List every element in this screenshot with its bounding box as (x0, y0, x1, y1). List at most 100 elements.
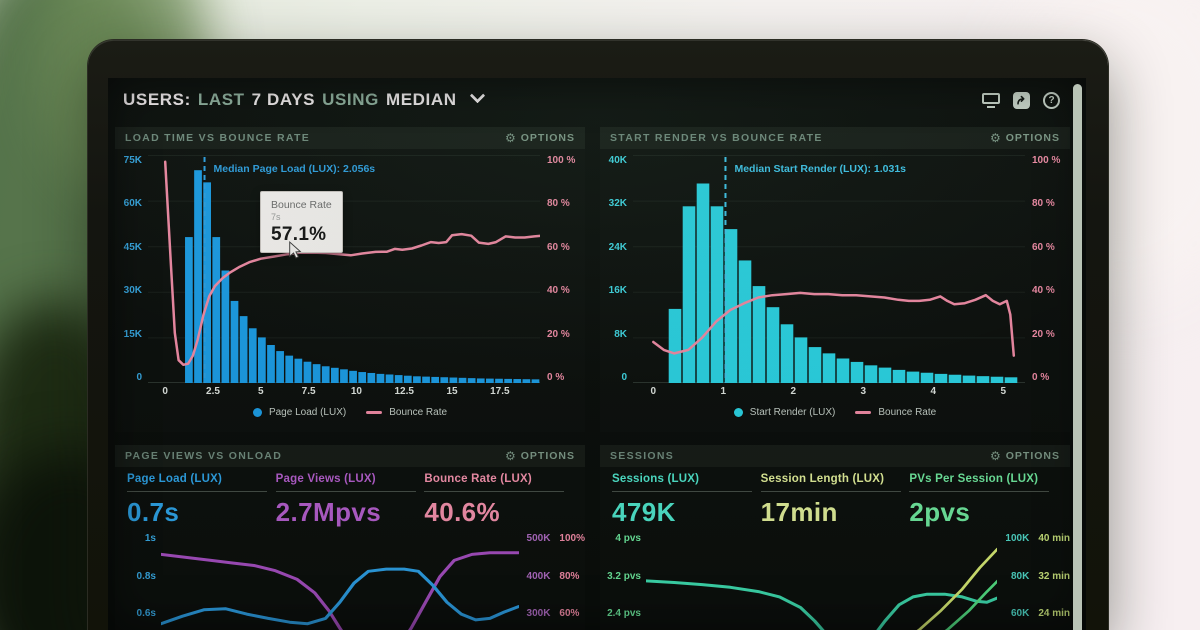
axis-label: 100% (559, 533, 585, 544)
axis-label: 100 % (547, 155, 576, 166)
load-time-plot[interactable]: Median Page Load (LUX): 2.056s Bounce Ra… (148, 155, 549, 383)
axis-label: 0.6s (136, 608, 156, 619)
share-icon[interactable] (1013, 91, 1030, 109)
x-tick-label: 3 (860, 386, 867, 397)
options-button[interactable]: ⚙ OPTIONS (989, 449, 1060, 463)
panel-header: START RENDER VS BOUNCE RATE ⚙ OPTIONS (600, 127, 1070, 149)
x-tick-label: 5 (1000, 386, 1007, 397)
tooltip: Bounce Rate 7s 57.1% (260, 191, 343, 253)
y-axis-right: 500K 400K 300K 100% 80% 60% (519, 533, 585, 630)
svg-text:Median Start Render (LUX): 1.0: Median Start Render (LUX): 1.031s (734, 163, 906, 175)
title-using: USING (322, 90, 379, 109)
svg-text:Median Page Load (LUX): 2.056s: Median Page Load (LUX): 2.056s (214, 163, 376, 175)
axis-label: 80 % (547, 198, 570, 210)
options-button[interactable]: ⚙ OPTIONS (504, 131, 575, 145)
axis-label: 40 min (1038, 533, 1070, 544)
x-tick-label: 0 (650, 386, 657, 397)
x-tick-label: 2.5 (206, 386, 220, 397)
pageviews-onload-chart[interactable] (161, 533, 519, 630)
axis-label: 60 % (1032, 241, 1055, 253)
scrollbar[interactable] (1073, 84, 1082, 630)
metric-pvs-per-session: PVs Per Session (LUX) 2pvs (909, 473, 1054, 528)
axis-label: 60K (1010, 608, 1030, 619)
legend-item-page-load[interactable]: Page Load (LUX) (252, 407, 346, 418)
x-tick-label: 1 (720, 386, 727, 397)
axis-label: 30K (123, 285, 142, 297)
x-tick-label: 2 (790, 386, 797, 397)
laptop: USERS: LAST 7 DAYS USING MEDIAN (88, 40, 1108, 630)
chevron-down-icon[interactable] (469, 87, 485, 103)
axis-label: 400K (526, 570, 551, 582)
y-axis-right: 100K 80K 60K 40 min 32 min 24 min (997, 533, 1070, 630)
options-button[interactable]: ⚙ OPTIONS (504, 449, 575, 463)
tooltip-time: 7s (271, 212, 281, 222)
panel-page-views-vs-onload: PAGE VIEWS VS ONLOAD ⚙ OPTIONS Page Load… (115, 445, 585, 630)
x-tick-label: 10 (350, 386, 362, 397)
axis-label: 0 (136, 371, 142, 383)
legend-dot (252, 407, 262, 417)
axis-label: 32 min (1038, 570, 1070, 582)
axis-label: 300K (526, 608, 551, 619)
legend: Page Load (LUX) Bounce Rate (115, 400, 585, 424)
header-icons: ? (982, 91, 1060, 109)
axis-label: 2.4 pvs (607, 608, 641, 619)
axis-label: 40 % (547, 285, 570, 297)
panel-sessions: SESSIONS ⚙ OPTIONS Sessions (LUX) 479K (600, 445, 1070, 630)
metric-page-views: Page Views (LUX) 2.7Mpvs (275, 473, 421, 528)
load-time-chart[interactable]: Median Page Load (LUX): 2.056s (148, 155, 549, 383)
gear-icon: ⚙ (989, 449, 1001, 463)
chart-area: 40K 32K 24K 16K 8K 0 Median Start Render (LUX… (600, 149, 1070, 383)
legend-line-swatch (855, 410, 872, 414)
sessions-plot[interactable] (646, 533, 998, 630)
display-icon[interactable] (982, 92, 1000, 108)
y-axis-left: 1s 0.8s 0.6s (115, 533, 161, 619)
axis-label: 60K (123, 198, 142, 210)
metric-row: Page Load (LUX) 0.7s Page Views (LUX) 2.… (115, 467, 585, 528)
panel-title: LOAD TIME VS BOUNCE RATE (125, 132, 311, 144)
axis-label: 40 % (1032, 285, 1055, 297)
gear-icon: ⚙ (989, 131, 1001, 145)
page-title: USERS: LAST 7 DAYS USING MEDIAN (123, 87, 485, 110)
y-axis-left: 4 pvs 3.2 pvs 2.4 pvs (600, 533, 646, 619)
cursor-icon (289, 241, 302, 259)
axis-label: 100K (1005, 533, 1030, 544)
x-tick-label: 4 (930, 386, 937, 397)
x-tick-label: 17.5 (490, 386, 510, 397)
axis-label: 80 % (1032, 198, 1055, 210)
axis-label: 0 % (1032, 371, 1050, 383)
legend-line-swatch (366, 410, 383, 414)
metric-page-load: Page Load (LUX) 0.7s (127, 473, 272, 528)
axis-label: 20 % (547, 328, 570, 340)
axis-label: 0.8s (136, 570, 156, 582)
axis-label: 75K (123, 155, 142, 166)
sessions-chart[interactable] (646, 533, 998, 630)
pageviews-onload-plot[interactable] (161, 533, 519, 630)
start-render-plot[interactable]: Median Start Render (LUX): 1.031s (633, 155, 1025, 383)
axis-label: 15K (123, 328, 142, 340)
legend-item-bounce-rate[interactable]: Bounce Rate (855, 407, 936, 418)
axis-label: 60 % (547, 241, 570, 253)
start-render-chart[interactable]: Median Start Render (LUX): 1.031s (633, 155, 1025, 383)
chart-area: 75K 60K 45K 30K 15K 0 Median Page Load (LUX):… (115, 149, 585, 383)
x-tick-label: 7.5 (301, 386, 316, 397)
metric-row: Sessions (LUX) 479K Session Length (LUX)… (600, 467, 1070, 528)
dashboard-panels: LOAD TIME VS BOUNCE RATE ⚙ OPTIONS 75K 60… (115, 127, 1070, 630)
axis-label: 60% (559, 608, 580, 619)
help-icon[interactable]: ? (1043, 91, 1060, 109)
axis-label: 3.2 pvs (607, 570, 641, 582)
legend-dot (733, 407, 743, 417)
options-button[interactable]: ⚙ OPTIONS (989, 131, 1060, 145)
tooltip-value: 57.1% (271, 224, 327, 245)
axis-label: 80% (559, 570, 580, 582)
x-axis: 0 1 2 3 4 5 (633, 383, 1025, 400)
axis-label: 100 % (1032, 155, 1061, 166)
axis-label: 20 % (1032, 328, 1055, 340)
legend-item-bounce-rate[interactable]: Bounce Rate (366, 407, 447, 418)
axis-label: 0 (621, 371, 627, 383)
axis-label: 1s (144, 533, 156, 544)
y-axis-right: 100 % 80 % 60 % 40 % 20 % 0 % (540, 155, 585, 383)
axis-label: 16K (608, 285, 627, 297)
metric-bounce-rate: Bounce Rate (LUX) 40.6% (424, 473, 569, 528)
title-range: 7 DAYS (251, 90, 316, 109)
legend-item-start-render[interactable]: Start Render (LUX) (733, 407, 835, 418)
